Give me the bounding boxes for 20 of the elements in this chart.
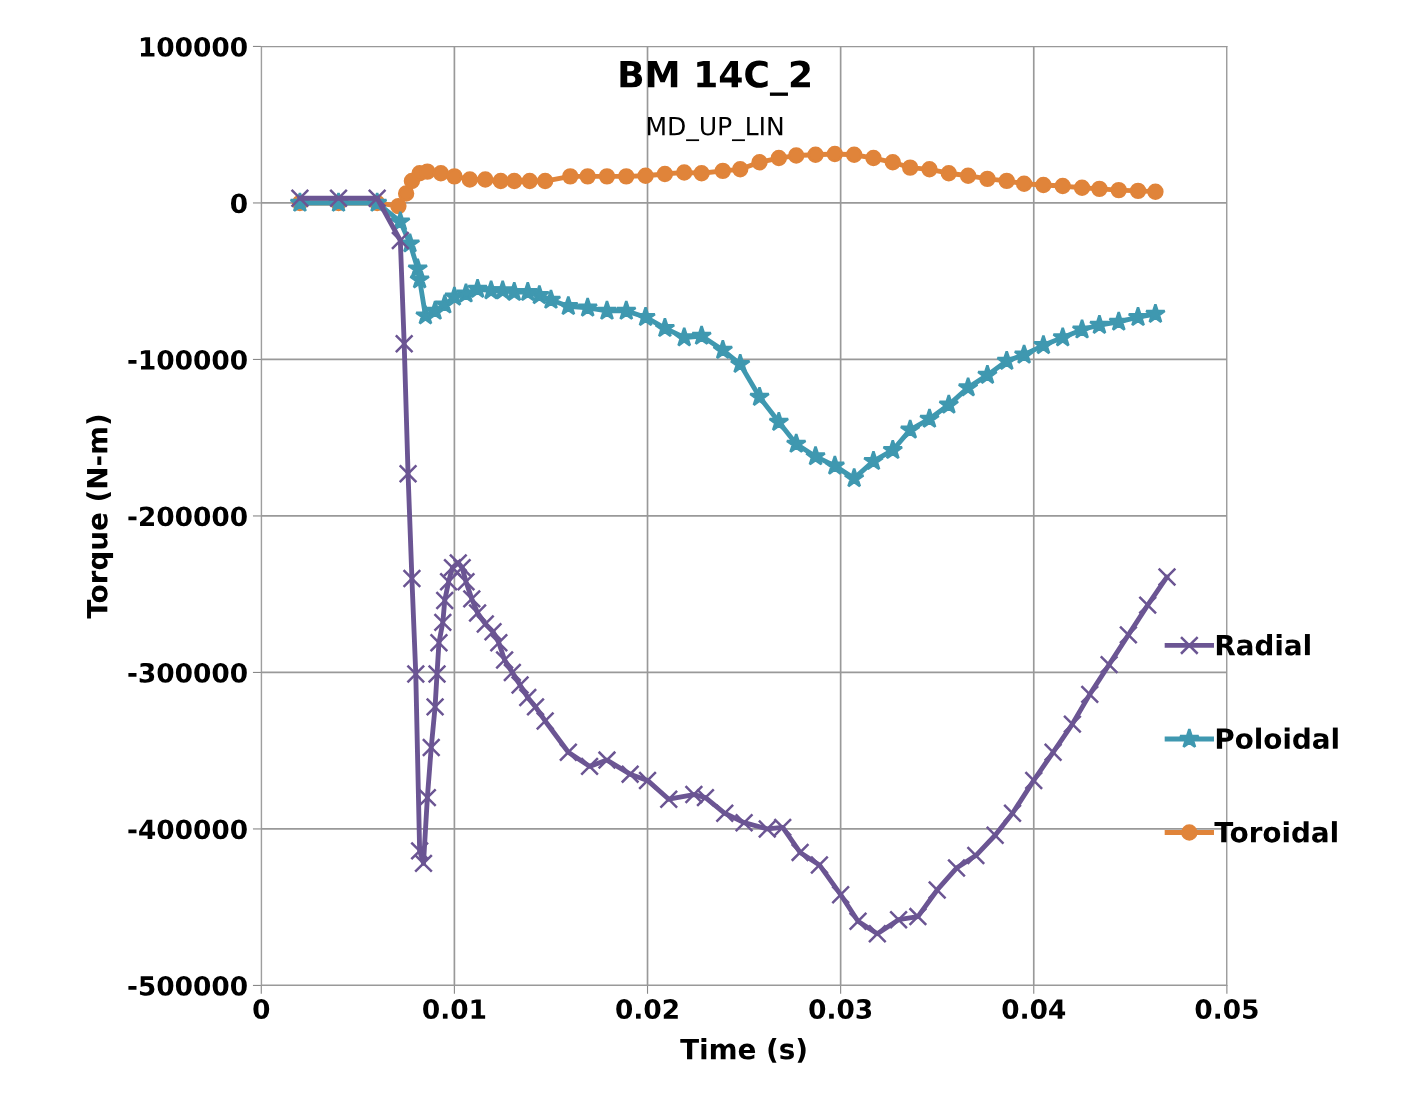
- x-tick-label: 0.01: [423, 999, 486, 1020]
- x-axis-title: Time (s): [680, 1038, 806, 1063]
- x-tick-label: 0: [253, 999, 270, 1020]
- x-tick-label: 0.05: [1195, 999, 1258, 1020]
- x-tick-label: 0.03: [809, 999, 872, 1020]
- legend-label: Radial: [1216, 634, 1310, 656]
- y-tick-label: -300000: [128, 662, 247, 683]
- x-tick-label: 0.02: [616, 999, 678, 1020]
- text: MD_UP_LIN: [647, 116, 783, 142]
- y-tick-label: -100000: [128, 349, 247, 370]
- legend-label: Toroidal: [1214, 821, 1337, 843]
- y-tick-label: -200000: [128, 506, 247, 527]
- x-tick-label: 0.04: [1002, 999, 1066, 1020]
- y-tick-label: 0: [230, 193, 247, 214]
- y-tick-label: -500000: [128, 975, 247, 996]
- y-tick-label: -400000: [128, 819, 247, 840]
- y-axis-title: Torque (N-m): [86, 415, 114, 619]
- legend-label: Poloidal: [1216, 727, 1338, 750]
- chart-title: BM 14C_2: [620, 60, 810, 96]
- y-tick-label: 100000: [140, 36, 247, 57]
